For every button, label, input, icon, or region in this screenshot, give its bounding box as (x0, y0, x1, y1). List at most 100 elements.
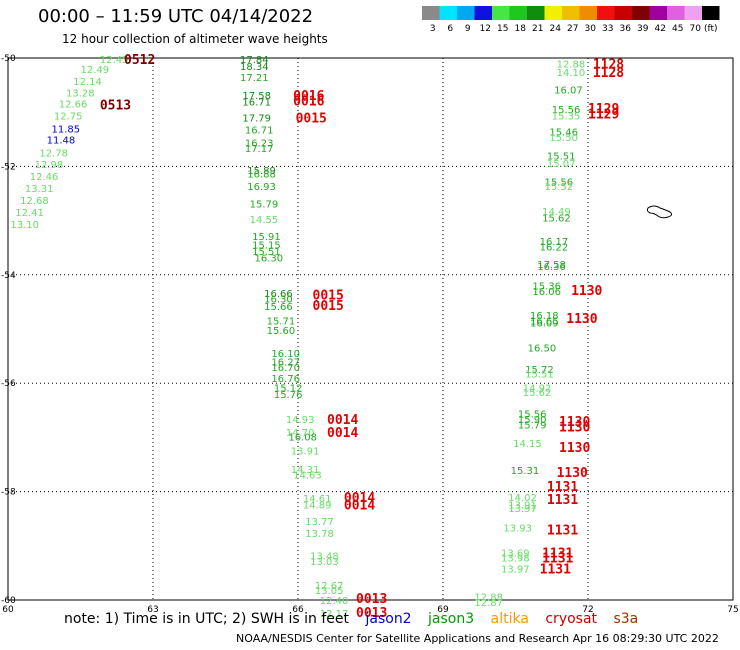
legend-label: 15 (497, 24, 508, 34)
legend-unit: (ft) (704, 24, 718, 34)
y-tick-label: -50 (1, 54, 16, 64)
legend-label: 6 (447, 24, 453, 34)
legend-label: 9 (465, 24, 471, 34)
wave-height-value: 14.10 (557, 68, 586, 79)
pass-time-label: 1131 (547, 493, 578, 508)
pass-time-label: 1130 (559, 421, 590, 436)
wave-height-value: 13.97 (508, 504, 537, 515)
pass-time-label: 1130 (566, 312, 597, 327)
wave-height-value: 13.98 (501, 554, 530, 565)
wave-height-value: 15.62 (523, 388, 552, 399)
wave-height-value: 16.23 (245, 139, 274, 150)
wave-height-value: 16.88 (247, 169, 276, 180)
wave-height-value: 11.85 (52, 124, 81, 135)
wave-height-value: 12.88 (557, 59, 586, 70)
legend-swatch (684, 6, 702, 20)
pass-time-label: 0015 (296, 112, 327, 127)
wave-height-value: 16.36 (537, 262, 566, 273)
wave-height-value: 12.75 (54, 111, 83, 122)
legend-swatch (457, 6, 475, 20)
wave-height-value: 14.55 (250, 215, 279, 226)
satellite-jason2: jason2 (365, 611, 412, 627)
wave-height-value: 15.51 (547, 152, 576, 163)
wave-height-value: 15.79 (250, 199, 279, 210)
wave-height-value: 14.93 (286, 415, 315, 426)
legend-swatch (474, 6, 492, 20)
y-tick-label: -52 (1, 162, 16, 172)
wave-height-value: 11.48 (47, 135, 76, 146)
pass-time-label: 1128 (593, 57, 624, 72)
pass-time-label: 0015 (313, 288, 344, 303)
wave-height-value: 17.58 (242, 91, 271, 102)
wave-height-value: 12.68 (20, 196, 49, 207)
pass-time-label: 0512 (124, 53, 155, 68)
wave-height-value: 13.69 (501, 548, 530, 559)
pass-time-label: 0013 (356, 606, 387, 621)
wave-height-value: 12.78 (39, 148, 68, 159)
legend-label: 45 (672, 24, 683, 34)
wave-height-value: 15.12 (274, 384, 303, 395)
wave-height-value: 16.09 (530, 318, 559, 329)
wave-height-value: 14.70 (286, 428, 315, 439)
legend-swatch (544, 6, 562, 20)
wave-height-value: 12.45 (100, 55, 129, 66)
wave-height-value: 13.28 (66, 89, 95, 100)
pass-time-label: 0016 (293, 89, 324, 104)
wave-height-value: 16.66 (264, 289, 293, 300)
wave-height-value: 12.41 (15, 208, 44, 219)
legend-label: 27 (567, 24, 578, 34)
legend-swatch (649, 6, 667, 20)
wave-height-value: 12.87 (474, 598, 503, 609)
pass-time-label: 1131 (542, 552, 573, 567)
wave-height-value: 13.03 (310, 557, 339, 568)
wave-height-value: 16.30 (264, 295, 293, 306)
legend-swatch (632, 6, 650, 20)
wave-height-value: 15.90 (518, 415, 547, 426)
wave-height-value: 15.66 (264, 302, 293, 313)
pass-time-label: 1129 (588, 107, 619, 122)
wave-height-value: 15.52 (545, 182, 574, 193)
wave-height-value: 15.79 (518, 420, 547, 431)
wave-height-value: 14.31 (291, 465, 320, 476)
pass-time-label: 1129 (588, 102, 619, 117)
pass-time-label: 0513 (100, 99, 131, 114)
wave-height-value: 18.34 (240, 62, 269, 73)
legend-label: 33 (602, 24, 613, 34)
wave-height-value: 17.84 (240, 55, 269, 66)
wave-height-value: 14.89 (303, 501, 332, 512)
pass-time-label: 1131 (542, 546, 573, 561)
wave-height-value: 16.50 (528, 343, 557, 354)
legend-swatch (702, 6, 720, 20)
legend-label: 42 (655, 24, 666, 34)
wave-height-value: 16.30 (255, 253, 284, 264)
wave-height-legend: 3 6 9 12 15 18 21 24 27 30 33 36 39 42 45 70 (ft) (422, 6, 720, 34)
satellite-s3a: s3a (613, 611, 639, 627)
wave-height-value: 14.92 (523, 384, 552, 395)
wave-height-value: 13.93 (503, 523, 532, 534)
wave-height-value: 16.18 (530, 311, 559, 322)
legend-swatch (439, 6, 457, 20)
wave-height-value: 16.08 (288, 432, 317, 443)
satellite-cryosat: cryosat (545, 611, 598, 627)
wave-height-value: 15.62 (542, 213, 571, 224)
wave-height-value: 15.51 (525, 369, 554, 380)
pass-time-label: 1130 (559, 415, 590, 430)
wave-height-value: 16.17 (540, 237, 569, 248)
legend-swatch (509, 6, 527, 20)
wave-height-value: 16.71 (242, 97, 271, 108)
wave-height-value: 14.61 (303, 494, 332, 505)
pass-time-label: 0013 (356, 592, 387, 607)
legend-label: 39 (637, 24, 649, 34)
wave-height-value: 14.15 (513, 439, 542, 450)
wave-height-value: 17.17 (245, 144, 274, 155)
wave-height-value: 16.07 (554, 85, 583, 96)
wave-height-value: 13.31 (25, 184, 54, 195)
wave-height-value: 13.91 (291, 446, 320, 457)
wave-height-value: 12.14 (73, 77, 102, 88)
legend-label: 30 (585, 24, 597, 34)
wave-height-value: 17.79 (242, 114, 271, 125)
legend-label: 3 (430, 24, 436, 34)
wave-height-value: 16.06 (532, 287, 561, 298)
wave-height-value: 15.46 (549, 128, 578, 139)
